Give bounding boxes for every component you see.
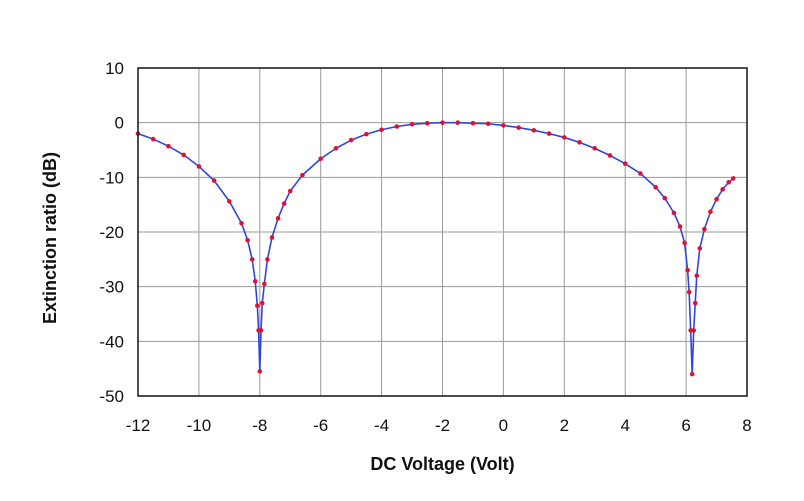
data-point <box>287 188 293 194</box>
data-point <box>685 267 690 273</box>
x-tick-label: -10 <box>187 416 212 435</box>
data-point <box>440 120 445 125</box>
data-point <box>166 143 171 149</box>
data-point <box>227 199 232 204</box>
data-point <box>720 187 725 192</box>
series-line-path <box>137 121 734 375</box>
x-axis-title: DC Voltage (Volt) <box>370 454 514 474</box>
data-point <box>348 137 354 143</box>
data-point <box>731 176 736 181</box>
data-point <box>333 146 339 151</box>
x-tick-labels: -12 -10 -8 -6 -4 -2 0 2 4 6 8 <box>126 416 752 435</box>
y-tick-label: -40 <box>99 332 124 351</box>
data-point <box>318 156 324 162</box>
x-tick-label: -4 <box>374 416 389 435</box>
data-point <box>424 120 430 126</box>
y-tick-label: 0 <box>115 114 124 133</box>
data-point <box>638 171 643 176</box>
data-point <box>714 196 719 202</box>
data-point <box>255 303 260 309</box>
data-point <box>562 135 567 140</box>
data-point <box>275 216 281 221</box>
data-point <box>281 201 287 206</box>
x-tick-label: -2 <box>435 416 450 435</box>
data-point <box>546 131 552 136</box>
data-point <box>697 246 703 251</box>
data-point <box>249 257 255 262</box>
data-point <box>300 172 305 178</box>
data-point <box>150 136 156 142</box>
y-tick-label: -10 <box>99 168 124 187</box>
data-point <box>516 125 521 130</box>
data-point <box>364 131 369 137</box>
data-point <box>689 371 695 377</box>
data-point <box>211 178 217 183</box>
data-point <box>726 179 732 185</box>
data-markers <box>135 120 736 377</box>
data-point <box>262 281 267 287</box>
data-point <box>671 210 677 216</box>
data-point <box>577 140 582 145</box>
data-point <box>269 235 275 240</box>
y-tick-label: -20 <box>99 223 124 242</box>
x-tick-label: 6 <box>681 416 690 435</box>
y-tick-label: -50 <box>99 387 124 406</box>
plot-frame <box>137 67 748 397</box>
data-point <box>607 153 613 158</box>
data-point <box>485 121 491 127</box>
data-point <box>379 127 384 133</box>
data-point <box>691 328 697 333</box>
data-point <box>409 122 415 127</box>
data-point <box>501 123 506 128</box>
data-point <box>257 369 263 374</box>
data-point <box>181 152 186 158</box>
x-tick-label: 4 <box>620 416 629 435</box>
data-point <box>694 273 700 279</box>
grid-lines <box>138 68 747 396</box>
y-tick-label: 10 <box>105 59 124 78</box>
data-point <box>259 300 265 306</box>
data-point <box>686 289 692 295</box>
x-tick-label: 0 <box>499 416 508 435</box>
data-point <box>394 124 400 129</box>
data-point <box>682 240 687 246</box>
data-point <box>245 237 250 243</box>
data-point <box>470 120 476 126</box>
x-tick-label: -12 <box>126 416 151 435</box>
data-point <box>239 220 244 226</box>
data-point <box>455 120 461 125</box>
x-tick-label: -8 <box>252 416 267 435</box>
data-point <box>692 300 698 306</box>
data-point <box>258 328 264 333</box>
data-point <box>531 128 537 133</box>
x-tick-label: 2 <box>560 416 569 435</box>
data-point <box>677 224 683 229</box>
x-tick-label: -6 <box>313 416 328 435</box>
data-point <box>196 164 202 169</box>
data-point <box>702 226 707 232</box>
data-point <box>708 209 713 215</box>
data-point <box>653 184 658 190</box>
data-point <box>592 146 598 151</box>
y-tick-label: -30 <box>99 278 124 297</box>
y-axis-title: Extinction ratio (dB) <box>40 152 60 324</box>
y-tick-labels: 10 0 -10 -20 -30 -40 -50 <box>99 59 124 406</box>
data-point <box>662 195 668 201</box>
series-line <box>137 121 734 375</box>
data-point <box>252 278 258 284</box>
data-point <box>265 257 270 262</box>
x-tick-label: 8 <box>742 416 751 435</box>
data-point <box>622 161 628 166</box>
